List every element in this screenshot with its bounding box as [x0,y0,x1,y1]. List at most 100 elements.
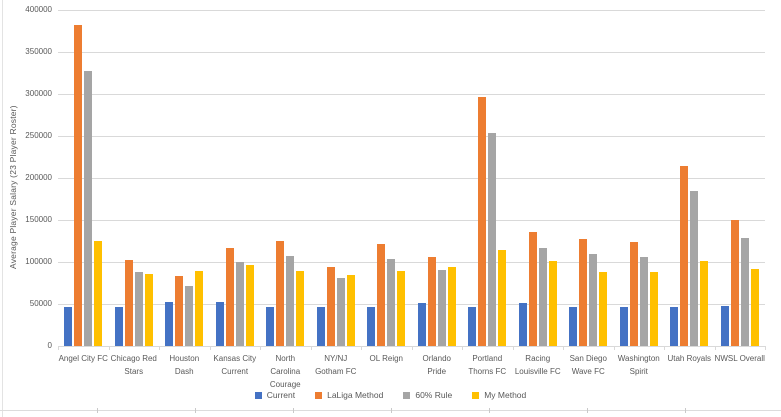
bar-current [114,306,123,346]
bar-laliga-method [175,276,184,346]
bar-laliga-method [74,25,83,346]
bar-60-rule [336,278,345,346]
x-category-label: Kansas City Current [213,354,257,376]
x-category-label: OL Reign [369,354,404,363]
y-tick-label: 150000 [25,215,52,224]
bar-current [670,307,679,346]
y-tick-label: 50000 [29,299,52,308]
bar-laliga-method [579,238,588,346]
bar-current [316,307,325,346]
legend-item: LaLiga Method [315,390,383,400]
bar-my-method [94,241,103,346]
bar-60-rule [437,269,446,346]
bar-60-rule [589,254,598,346]
bar-current [266,307,275,346]
bar-current [569,306,578,346]
bar-laliga-method [730,220,739,346]
bar-my-method [750,268,759,346]
x-axis-tick [765,346,766,350]
bar-group [260,10,311,346]
bar-current [215,302,224,346]
bar-my-method [548,261,557,346]
bar-group [715,10,766,346]
bar-group [210,10,261,346]
bar-60-rule [286,256,295,346]
bar-laliga-method [225,247,234,346]
bar-my-method [649,272,658,346]
bar-group [109,10,160,346]
gridline [58,262,765,263]
bar-laliga-method [427,257,436,346]
x-category-label: NY/NJ Gotham FC [315,354,357,376]
legend-label: LaLiga Method [327,390,384,400]
bar-60-rule [84,71,93,346]
legend-swatch-icon [315,391,323,399]
bar-group [412,10,463,346]
bar-current [367,307,376,346]
bar-my-method [700,261,709,346]
bar-60-rule [235,262,244,346]
bar-group [614,10,665,346]
y-tick-label: 300000 [25,89,52,98]
legend-swatch-icon [472,391,480,399]
legend-item: My Method [472,390,526,400]
bar-60-rule [639,257,648,346]
x-category-label: North Carolina Courage [269,354,301,389]
x-category-label: Chicago Red Stars [110,354,157,376]
y-tick-label: 400000 [25,5,52,14]
bar-my-method [599,272,608,346]
bar-laliga-method [276,241,285,346]
y-tick-label: 350000 [25,47,52,56]
bar-current [468,306,477,346]
legend-swatch-icon [403,391,411,399]
x-axis-tick [58,346,59,350]
gridline [58,52,765,53]
x-axis-tick [563,346,564,350]
x-category-label: Portland Thorns FC [468,354,507,376]
bar-laliga-method [124,260,133,346]
x-axis-tick [361,346,362,350]
bar-laliga-method [478,97,487,346]
bar-60-rule [538,247,547,346]
worksheet-column-tick [293,408,294,413]
bar-current [720,305,729,346]
x-axis-tick [411,346,413,350]
worksheet-column-tick [97,408,98,413]
bar-60-rule [387,258,396,346]
x-category-label: Orlando Pride [422,354,451,376]
worksheet-column-tick [685,408,686,413]
bar-60-rule [185,286,194,346]
legend-label: 60% Rule [415,390,453,400]
bar-group [563,10,614,346]
bar-60-rule [690,191,699,346]
bar-current [165,302,174,346]
bar-my-method [296,271,305,346]
bar-laliga-method [680,166,689,346]
x-axis-tick [664,346,665,350]
bar-group [462,10,513,346]
bar-my-method [245,264,254,346]
gridline [58,10,765,11]
bar-my-method [397,271,406,346]
legend: Current LaLiga Method 60% Rule My Method [0,390,781,400]
gridline [58,304,765,305]
gridline [58,220,765,221]
x-category-label: San Diego Wave FC [569,354,607,376]
bar-current [64,306,73,346]
bar-group [664,10,715,346]
bar-current [417,303,426,346]
y-tick-label: 200000 [25,173,52,182]
worksheet-column-tick [587,408,588,413]
x-axis-tick [462,346,463,350]
bar-laliga-method [528,231,537,346]
worksheet-bottom-gridline [0,410,781,411]
x-category-label: Houston Dash [169,354,200,376]
bar-my-method [447,267,456,346]
x-axis-tick [108,346,110,350]
bar-group [513,10,564,346]
legend-item: 60% Rule [403,390,452,400]
x-axis-tick [159,346,160,350]
bar-my-method [144,273,153,346]
worksheet-column-tick [489,408,490,413]
